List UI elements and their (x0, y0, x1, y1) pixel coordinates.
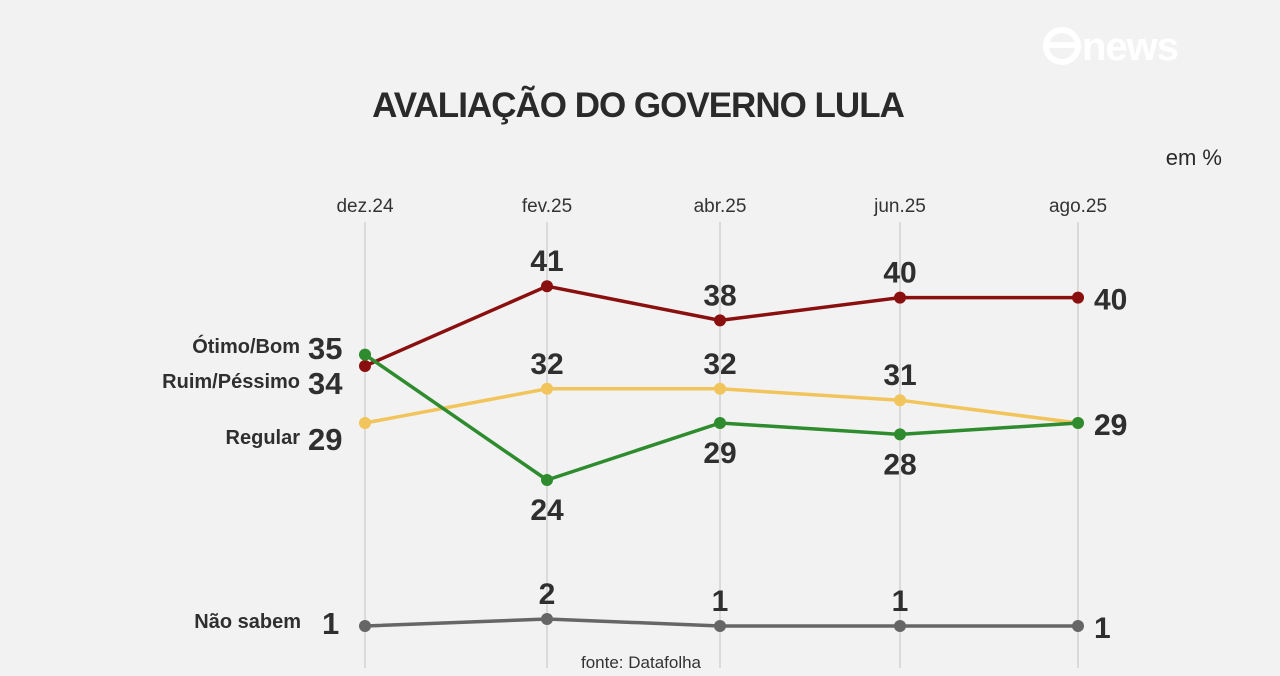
x-axis-ticks: dez.24 fev.25 abr.25 jun.25 ago.25 (336, 196, 1107, 217)
start-value-regular: 29 (308, 422, 342, 457)
point-ruim-pessimo-abr.25 (714, 314, 726, 327)
point-regular-abr.25 (714, 382, 726, 395)
point-otimo-bom-abr.25 (714, 417, 726, 429)
unit-label: em % (1166, 145, 1222, 170)
series-legend: Ótimo/Bom 35 Ruim/Péssimo 34 Regular 29 Não sa… (162, 331, 343, 641)
value-label-otimo-bom-fev.25: 24 (530, 494, 564, 527)
value-label-regular-fev.25: 32 (530, 348, 563, 381)
value-label-otimo-bom-jun.25: 28 (883, 448, 916, 481)
x-tick-abr.25: abr.25 (694, 196, 747, 217)
value-label-otimo-bom-abr.25: 29 (703, 437, 736, 470)
chart-title: AVALIAÇÃO DO GOVERNO LULA (372, 86, 904, 125)
legend-name-otimo-bom: Ótimo/Bom (192, 334, 300, 358)
legend-name-regular: Regular (226, 427, 301, 449)
point-ruim-pessimo-fev.25 (541, 280, 553, 293)
point-nao-sabem-fev.25 (541, 613, 553, 625)
value-label-ruim-pessimo-fev.25: 41 (530, 245, 563, 278)
value-label-nao-sabem-jun.25: 1 (892, 585, 909, 618)
value-label-nao-sabem-fev.25: 2 (539, 578, 556, 611)
end-value-nao-sabem: 1 (1094, 612, 1111, 645)
point-nao-sabem-jun.25 (894, 620, 906, 632)
value-label-ruim-pessimo-abr.25: 38 (703, 279, 736, 312)
point-regular-jun.25 (894, 394, 906, 407)
value-label-ruim-pessimo-jun.25: 40 (883, 257, 916, 290)
point-otimo-bom-fev.25 (541, 474, 553, 486)
x-tick-jun.25: jun.25 (873, 196, 926, 217)
start-value-ruim-pessimo: 34 (308, 366, 343, 401)
end-value-ruim-pessimo: 40 (1094, 284, 1127, 317)
x-tick-ago.25: ago.25 (1049, 196, 1107, 217)
legend-name-ruim-pessimo: Ruim/Péssimo (162, 371, 300, 393)
series-points (359, 280, 1084, 632)
end-value-otimo-bom: 29 (1094, 409, 1127, 442)
x-tick-fev.25: fev.25 (522, 196, 572, 217)
point-otimo-bom-dez.24 (359, 348, 371, 361)
point-regular-dez.24 (359, 417, 371, 429)
start-value-nao-sabem: 1 (322, 606, 339, 641)
value-label-nao-sabem-abr.25: 1 (712, 585, 729, 618)
point-ruim-pessimo-ago.25 (1072, 291, 1084, 304)
source-note: fonte: Datafolha (581, 653, 702, 672)
point-otimo-bom-ago.25 (1072, 417, 1084, 429)
end-value-regular: 29 (1094, 409, 1127, 442)
brand-logo-text: news (1082, 25, 1178, 69)
value-label-regular-abr.25: 32 (703, 348, 736, 381)
legend-name-nao-sabem: Não sabem (194, 611, 301, 633)
point-nao-sabem-abr.25 (714, 620, 726, 632)
point-nao-sabem-ago.25 (1072, 620, 1084, 632)
point-nao-sabem-dez.24 (359, 620, 371, 632)
point-ruim-pessimo-jun.25 (894, 291, 906, 304)
globonews-logo: news (1043, 25, 1179, 69)
point-ruim-pessimo-dez.24 (359, 360, 371, 372)
x-tick-dez.24: dez.24 (336, 196, 393, 217)
start-value-otimo-bom: 35 (308, 331, 342, 366)
point-regular-fev.25 (541, 382, 553, 395)
value-label-regular-jun.25: 31 (883, 359, 916, 392)
point-otimo-bom-jun.25 (894, 428, 906, 441)
